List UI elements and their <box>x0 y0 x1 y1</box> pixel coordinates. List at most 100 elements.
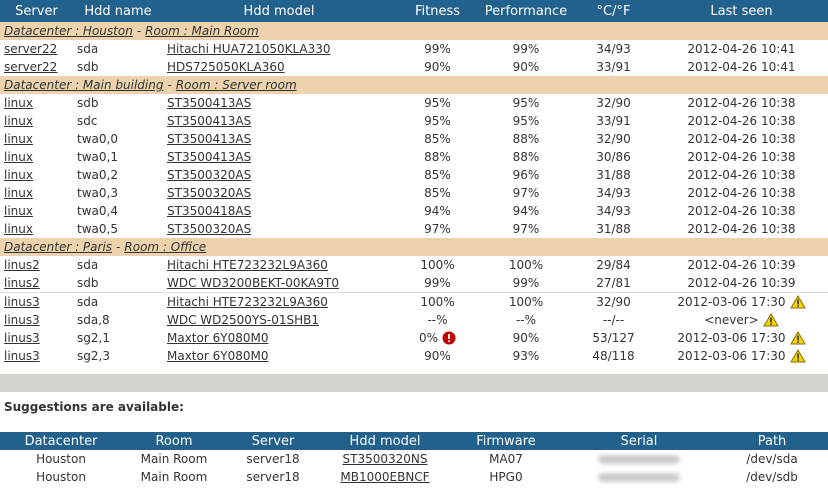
cell: linus3 <box>0 311 73 329</box>
column-header: Serial <box>562 432 716 450</box>
cell-text: 2012-03-06 17:30 <box>677 295 786 309</box>
warning-icon <box>789 331 806 345</box>
group-row: Datacenter : Paris - Room : Office <box>0 238 828 256</box>
room-link[interactable]: Room : Server room <box>175 78 297 92</box>
cell: <never> <box>655 311 828 329</box>
separator: - <box>136 24 142 38</box>
model-link[interactable]: Hitachi HUA721050KLA330 <box>167 42 331 56</box>
cell-text: 99% <box>512 42 540 56</box>
room-link[interactable]: Room : Office <box>124 240 207 254</box>
server-link[interactable]: linus3 <box>4 313 40 327</box>
cell: Maxtor 6Y080M0 <box>163 347 395 365</box>
model-link[interactable]: WDC WD2500YS-01SHB1 <box>167 313 319 327</box>
cell: Hitachi HTE723232L9A360 <box>163 292 395 311</box>
server-link[interactable]: linus3 <box>4 331 40 345</box>
cell: HPG0 <box>450 468 562 486</box>
cell: 90% <box>480 329 572 347</box>
cell-text: 32/90 <box>596 295 631 309</box>
server-link[interactable]: linux <box>4 114 33 128</box>
cell-text: 95% <box>424 114 451 128</box>
server-link[interactable]: linux <box>4 222 33 236</box>
cell-text: 2012-04-26 10:38 <box>687 222 796 236</box>
cell-text: 32/90 <box>596 132 631 146</box>
cell-text: 88% <box>424 150 451 164</box>
server-link[interactable]: linus3 <box>4 295 40 309</box>
cell: 96% <box>480 166 572 184</box>
cell: 2012-04-26 10:38 <box>655 166 828 184</box>
server-link[interactable]: linux <box>4 186 33 200</box>
cell: 2012-04-26 10:38 <box>655 220 828 238</box>
cell: 0% <box>395 329 480 347</box>
warning-icon <box>762 313 779 327</box>
separator: - <box>116 240 121 254</box>
cell: 99% <box>395 274 480 293</box>
cell-text: server18 <box>246 452 300 466</box>
model-link[interactable]: ST3500413AS <box>167 114 252 128</box>
cell-text: 94% <box>424 204 451 218</box>
model-link[interactable]: Maxtor 6Y080M0 <box>167 349 269 363</box>
server-link[interactable]: linus3 <box>4 349 40 363</box>
model-link[interactable]: ST3500413AS <box>167 96 252 110</box>
datacenter-link[interactable]: Datacenter : Main building <box>4 78 164 92</box>
cell: twa0,5 <box>73 220 163 238</box>
server-link[interactable]: server22 <box>4 60 58 74</box>
cell-text: 95% <box>424 96 451 110</box>
group-cell: Datacenter : Main building - Room : Server… <box>0 76 828 94</box>
datacenter-link[interactable]: Datacenter : Paris <box>4 240 113 254</box>
cell: --/-- <box>572 311 655 329</box>
model-link[interactable]: ST3500320AS <box>167 168 252 182</box>
model-link[interactable]: ST3500320AS <box>167 186 252 200</box>
cell: sda <box>73 256 163 274</box>
cell-text: 96% <box>512 168 540 182</box>
model-link[interactable]: ST3500413AS <box>167 150 252 164</box>
model-link[interactable]: Maxtor 6Y080M0 <box>167 331 269 345</box>
disk-row: linus3 sda,8 WDC WD2500YS-01SHB1 --% --% --/-… <box>0 311 828 329</box>
cell: sda <box>73 292 163 311</box>
server-link[interactable]: linus2 <box>4 276 40 290</box>
model-link[interactable]: HDS725050KLA360 <box>167 60 285 74</box>
cell: /dev/sdb <box>716 468 828 486</box>
cell: 88% <box>480 130 572 148</box>
server-link[interactable]: server22 <box>4 42 58 56</box>
disk-row: linux twa0,1 ST3500413AS 88% 88% 30/86 2012-04… <box>0 148 828 166</box>
model-link[interactable]: Hitachi HTE723232L9A360 <box>167 295 328 309</box>
model-link[interactable]: ST3500320NS <box>342 452 428 466</box>
model-link[interactable]: MB1000EBNCF <box>340 470 430 484</box>
column-header: Firmware <box>450 432 562 450</box>
model-link[interactable]: Hitachi HTE723232L9A360 <box>167 258 328 272</box>
group-cell: Datacenter : Paris - Room : Office <box>0 238 828 256</box>
cell-text: 2012-04-26 10:41 <box>687 60 796 74</box>
model-link[interactable]: ST3500413AS <box>167 132 252 146</box>
model-link[interactable]: ST3500320AS <box>167 222 252 236</box>
cell: sg2,3 <box>73 347 163 365</box>
cell-text: sg2,1 <box>77 331 110 345</box>
column-header: Fitness <box>395 0 480 22</box>
cell: 2012-04-26 10:41 <box>655 58 828 76</box>
cell: 97% <box>395 220 480 238</box>
cell: 90% <box>395 58 480 76</box>
cell-text: 31/88 <box>596 222 631 236</box>
cell-text: 48/118 <box>592 349 635 363</box>
cell: 100% <box>395 292 480 311</box>
cell-text: --% <box>515 313 537 327</box>
cell-text: sdb <box>77 96 99 110</box>
model-link[interactable]: WDC WD3200BEKT-00KA9T0 <box>167 276 339 290</box>
cell: linux <box>0 148 73 166</box>
room-link[interactable]: Room : Main Room <box>145 24 259 38</box>
disk-row: linux twa0,0 ST3500413AS 85% 88% 32/90 2012-04… <box>0 130 828 148</box>
datacenter-link[interactable]: Datacenter : Houston <box>4 24 133 38</box>
server-link[interactable]: linux <box>4 96 33 110</box>
server-link[interactable]: linux <box>4 132 33 146</box>
column-header: Last seen <box>655 0 828 22</box>
suggestions-title: Suggestions are available: <box>4 400 184 414</box>
serial-cell <box>562 450 716 468</box>
server-link[interactable]: linus2 <box>4 258 40 272</box>
cell: 2012-03-06 17:30 <box>655 329 828 347</box>
cell: linux <box>0 112 73 130</box>
cell: ST3500418AS <box>163 202 395 220</box>
server-link[interactable]: linux <box>4 150 33 164</box>
server-link[interactable]: linux <box>4 168 33 182</box>
model-link[interactable]: ST3500418AS <box>167 204 252 218</box>
server-link[interactable]: linux <box>4 204 33 218</box>
cell: sda <box>73 40 163 58</box>
